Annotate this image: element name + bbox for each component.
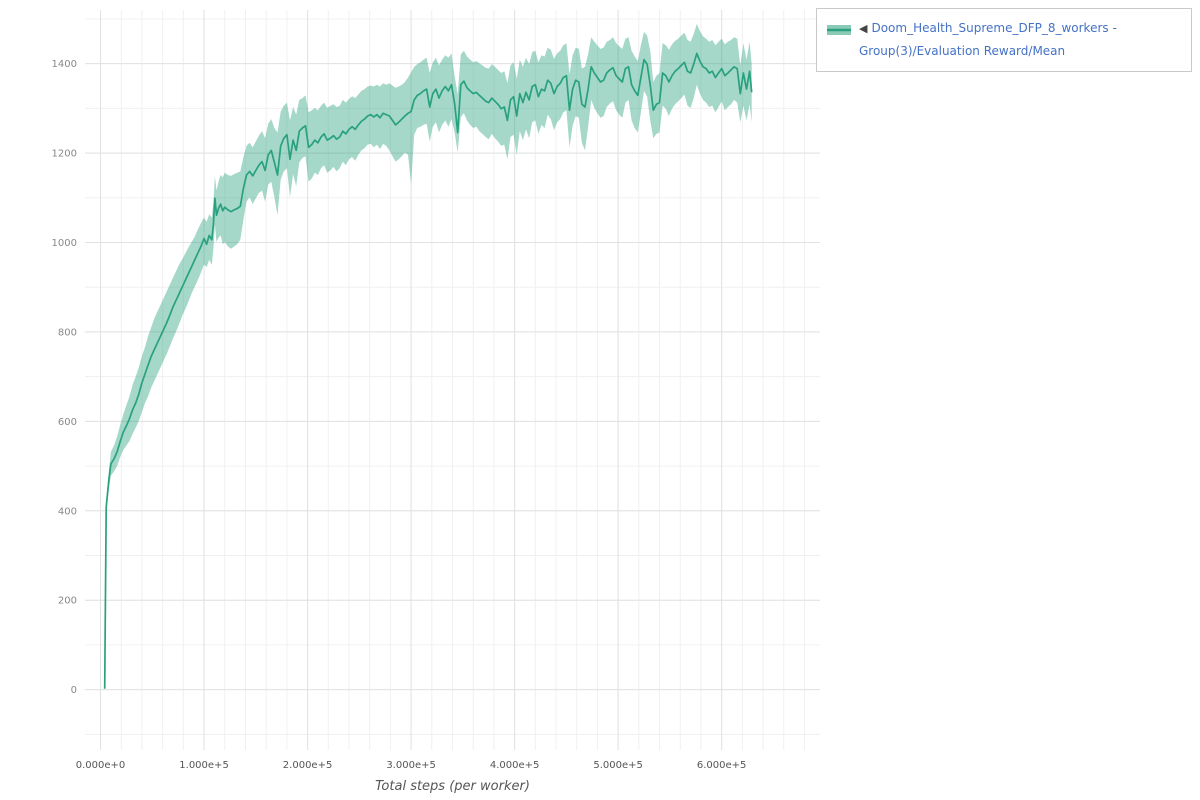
svg-text:400: 400: [58, 506, 77, 517]
svg-text:3.000e+5: 3.000e+5: [386, 760, 436, 771]
svg-text:0: 0: [71, 685, 77, 696]
svg-text:1200: 1200: [52, 149, 77, 160]
svg-text:4.000e+5: 4.000e+5: [490, 760, 540, 771]
svg-text:1000: 1000: [52, 238, 77, 249]
svg-text:1400: 1400: [52, 59, 77, 70]
legend: ◀ Doom_Health_Supreme_DFP_8_workers - Gro…: [816, 8, 1192, 72]
legend-series-item[interactable]: ◀ Doom_Health_Supreme_DFP_8_workers - Gro…: [859, 17, 1181, 63]
svg-text:800: 800: [58, 327, 77, 338]
svg-text:200: 200: [58, 596, 77, 607]
svg-text:2.000e+5: 2.000e+5: [283, 760, 333, 771]
collapse-triangle-icon: ◀: [859, 22, 868, 35]
svg-text:0.000e+0: 0.000e+0: [76, 760, 126, 771]
x-axis-title: Total steps (per worker): [375, 779, 530, 794]
svg-text:1.000e+5: 1.000e+5: [179, 760, 229, 771]
legend-series-label: Doom_Health_Supreme_DFP_8_workers - Grou…: [859, 21, 1117, 58]
svg-text:600: 600: [58, 417, 77, 428]
series-swatch-icon: [827, 22, 851, 45]
svg-text:5.000e+5: 5.000e+5: [593, 760, 643, 771]
svg-text:6.000e+5: 6.000e+5: [697, 760, 747, 771]
